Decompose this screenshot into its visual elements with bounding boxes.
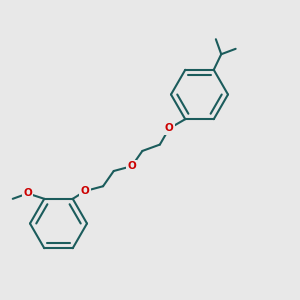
Text: O: O <box>23 188 32 198</box>
Text: O: O <box>81 186 89 196</box>
Text: O: O <box>165 124 173 134</box>
Text: O: O <box>127 161 136 171</box>
